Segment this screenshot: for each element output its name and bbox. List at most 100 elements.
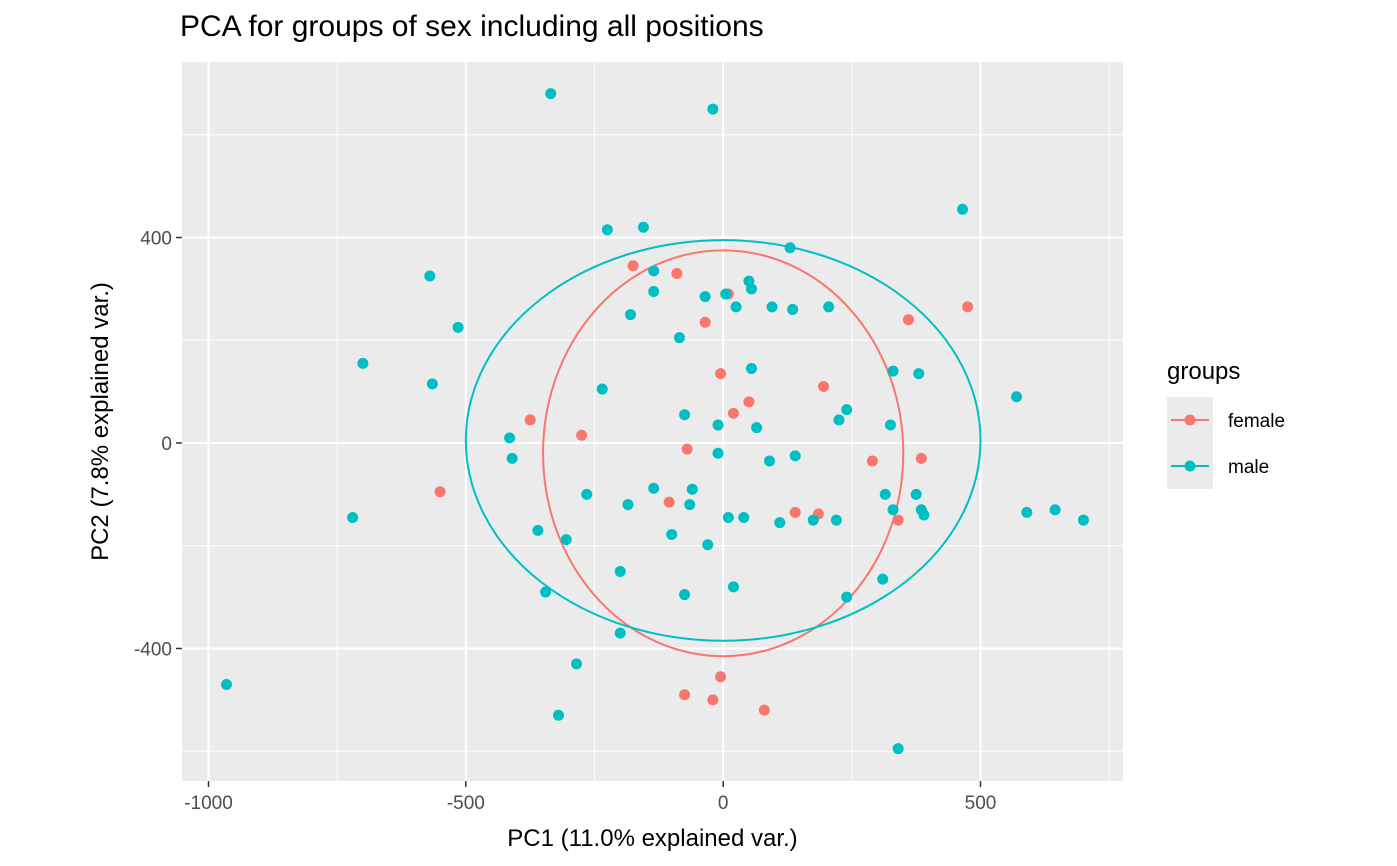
axes: -1000 -500 0 500 -400 0 400 PC1 (11.0% explaine… [87,229,996,853]
x-tick-label: 0 [718,793,729,814]
male-point [892,743,904,755]
male-point [702,539,714,551]
male-point [552,709,564,721]
male-point [877,573,889,585]
male-point [532,524,544,536]
male-point [841,591,853,603]
male-point [751,422,763,434]
male-point [601,224,613,236]
male-point [918,509,930,521]
male-point [784,242,796,254]
male-point [679,589,691,601]
female-point [818,380,830,392]
y-tick-label: 400 [140,229,172,250]
male-point [221,678,233,690]
male-point [637,221,649,233]
male-point [545,88,557,100]
male-point [707,103,719,115]
male-point [625,309,637,321]
male-point [699,291,711,303]
female-point [758,704,770,716]
male-point [686,483,698,495]
male-point [1021,506,1033,518]
male-point [666,528,678,540]
male-point [648,482,660,494]
male-point [887,504,899,516]
x-tick-label: -500 [447,793,485,814]
male-point [766,301,778,313]
female-point [789,506,801,518]
male-point [1011,391,1023,403]
y-axis-title: PC2 (7.8% explained var.) [87,282,114,561]
male-point [833,414,845,426]
x-tick-label: 500 [965,793,997,814]
male-point [426,378,438,390]
male-confidence-ellipse [464,239,982,642]
male-point [712,419,724,431]
male-point [763,455,775,467]
female-point [962,301,974,313]
male-point [722,511,734,523]
male-point [774,517,786,529]
male-point [614,565,626,577]
male-point [879,488,891,500]
plot-panel [182,62,1123,781]
female-point [715,671,727,683]
male-point [679,409,691,421]
female-point [892,514,904,526]
male-point [789,450,801,462]
y-tick-label: 0 [161,434,172,455]
male-point [684,499,696,511]
female-point [915,452,927,464]
male-point [720,288,732,300]
panel-background [182,62,1123,781]
female-point [679,689,691,701]
male-point [648,265,660,277]
male-point [581,488,593,500]
male-point [830,514,842,526]
male-point [841,404,853,416]
legend-label-female: female [1228,411,1285,432]
female-point [576,429,588,441]
male-point [956,203,968,215]
male-point [504,432,516,444]
x-tick-label: -1000 [184,793,233,814]
male-point [884,419,896,431]
male-point [1049,504,1061,516]
male-point [347,511,359,523]
male-point [673,332,685,344]
male-point [648,285,660,297]
male-point [452,321,464,333]
male-point [910,488,922,500]
male-legend-dot [1184,460,1196,472]
y-tick-label: -400 [134,640,172,661]
male-point [787,303,799,315]
male-point [570,658,582,670]
male-point [727,581,739,593]
male-point [596,383,608,395]
female-legend-dot [1184,414,1196,426]
legend-key-background [1167,397,1213,489]
male-point [730,301,742,313]
male-point [560,534,572,546]
male-point [1077,514,1089,526]
female-point [866,455,878,467]
female-point [727,407,739,419]
female-confidence-ellipse [542,249,905,658]
female-point [434,486,446,498]
male-point [887,365,899,377]
legend-title: groups [1167,358,1240,385]
female-point [663,496,675,508]
legend-label-male: male [1228,457,1269,478]
female-point [681,443,693,455]
female-point [707,694,719,706]
female-point [627,260,639,272]
male-point [506,452,518,464]
female-point [743,396,755,408]
female-point [715,368,727,380]
chart-title: PCA for groups of sex including all posi… [180,10,764,43]
male-point [622,499,634,511]
legend: groups female male [1167,358,1285,489]
male-point [745,363,757,375]
